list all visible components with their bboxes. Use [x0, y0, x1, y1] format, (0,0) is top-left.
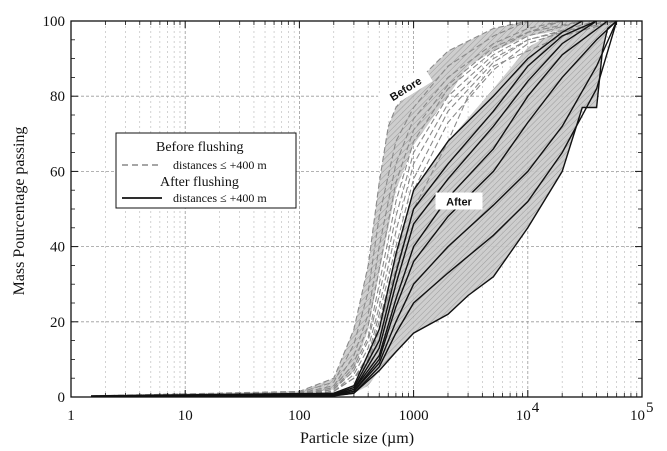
- y-tick-label: 20: [50, 315, 65, 331]
- legend-after-label: distances ≤ +400 m: [173, 191, 267, 205]
- after-envelope: [91, 21, 617, 397]
- x-tick-label-exponent: 4: [532, 400, 540, 416]
- x-tick-label: 10: [630, 408, 645, 424]
- annotation-bg: [435, 192, 483, 210]
- x-tick-label-exponent: 5: [646, 400, 654, 416]
- series-after-10: [91, 21, 583, 397]
- y-tick-label: 60: [50, 164, 65, 180]
- series-before-1: [91, 21, 529, 397]
- series-lines: [91, 21, 618, 397]
- annotation-bg: [377, 66, 433, 110]
- series-before-3: [91, 21, 563, 397]
- legend-box: [115, 132, 297, 209]
- legend: Before flushing distances ≤ +400 m After…: [115, 132, 297, 209]
- envelopes: [91, 21, 617, 397]
- x-tick-label: 100: [288, 408, 311, 424]
- legend-before-heading: Before flushing: [156, 140, 243, 155]
- annotation-after: After: [435, 192, 483, 210]
- legend-before-label: distances ≤ +400 m: [173, 158, 267, 172]
- x-tick-label: 10: [178, 408, 193, 424]
- y-tick-label: 80: [50, 89, 65, 105]
- series-after-13: [91, 21, 609, 397]
- y-axis-label: Mass Pourcentage passing: [11, 127, 28, 296]
- y-tick-label: 0: [58, 390, 66, 406]
- x-axis-label: Particle size (µm): [300, 430, 414, 447]
- series-after-15: [91, 21, 618, 397]
- series-before-5: [91, 21, 583, 397]
- y-tick-label: 100: [43, 14, 66, 30]
- series-before-2: [91, 21, 563, 397]
- x-tick-label: 10: [516, 408, 531, 424]
- series-after-17: [91, 21, 618, 397]
- series-before-0: [91, 21, 528, 397]
- x-tick-label: 1000: [399, 408, 429, 424]
- legend-after-heading: After flushing: [160, 175, 239, 190]
- series-after-11: [91, 21, 597, 397]
- annotation-label: After: [446, 197, 472, 209]
- y-tick-label: 40: [50, 240, 65, 256]
- x-tick-label: 1: [67, 408, 75, 424]
